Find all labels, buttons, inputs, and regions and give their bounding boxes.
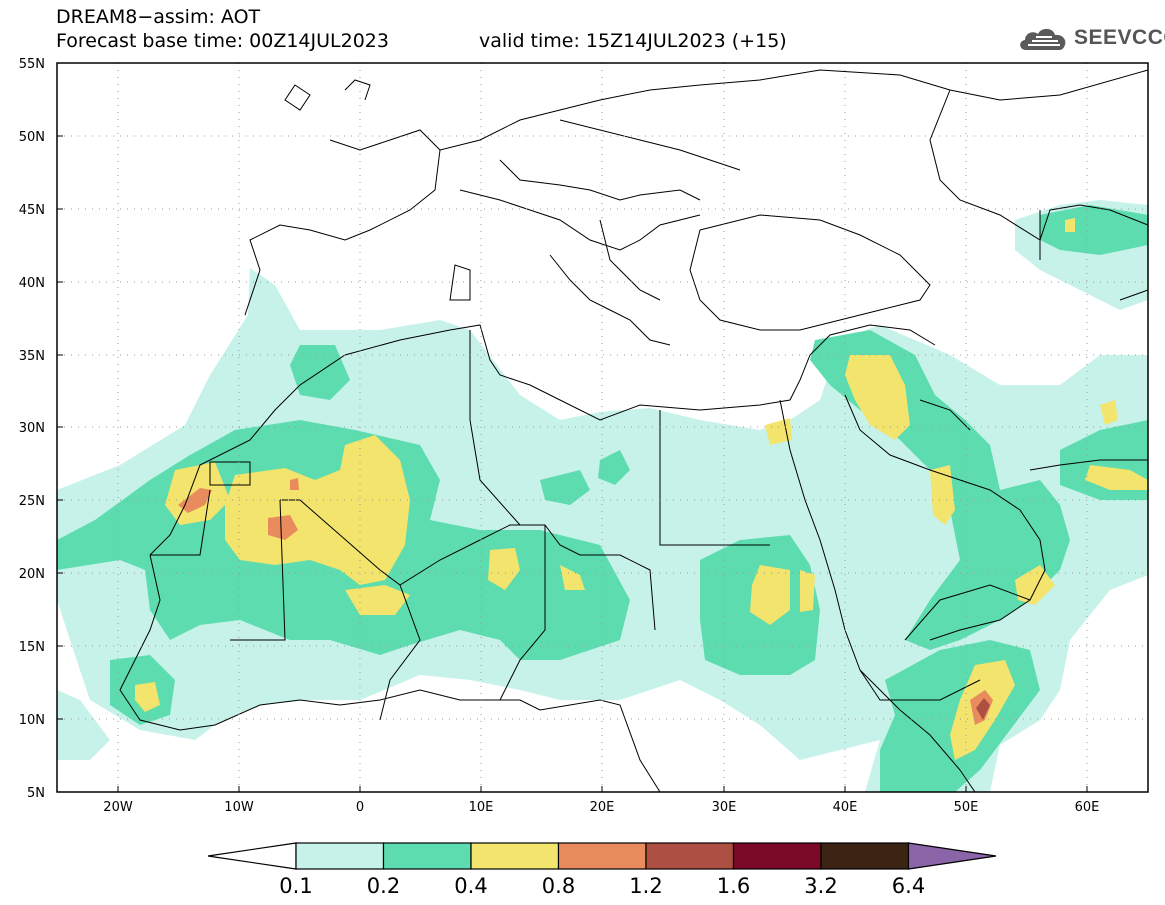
colorbar-segment — [382, 842, 472, 870]
colorbar-upper-arrow — [907, 842, 997, 870]
lon-label: 60E — [1075, 800, 1100, 815]
lon-label: 10E — [469, 800, 494, 815]
logo-text: SEEVCCC — [1074, 26, 1165, 49]
colorbar-segment — [470, 842, 560, 870]
lon-label: 20W — [103, 800, 133, 815]
longitude-labels: 20W 10W 0 10E 20E 30E 40E 50E 60E — [103, 800, 1099, 815]
tick-marks — [57, 135, 1088, 792]
lon-label: 40E — [833, 800, 858, 815]
lat-label: 20N — [19, 567, 45, 582]
colorbar-label: 0.2 — [367, 874, 400, 898]
lon-label: 50E — [954, 800, 979, 815]
colorbar-segment — [820, 842, 910, 870]
colorbar-label: 1.6 — [717, 874, 750, 898]
lon-label: 10W — [224, 800, 254, 815]
lat-label: 25N — [19, 494, 45, 509]
colorbar-label: 6.4 — [892, 874, 925, 898]
lat-label: 40N — [19, 276, 45, 291]
colorbar-labels: 0.1 0.2 0.4 0.8 1.2 1.6 3.2 6.4 — [279, 874, 925, 898]
borders — [119, 69, 1148, 792]
lat-label: 55N — [19, 57, 45, 72]
lat-label: 30N — [19, 421, 45, 436]
colorbar-lower-arrow — [207, 842, 297, 870]
valid-time: valid time: 15Z14JUL2023 (+15) — [479, 30, 787, 52]
graticule — [57, 63, 1148, 792]
aot-fields — [57, 63, 1148, 792]
base-time: Forecast base time: 00Z14JUL2023 — [56, 30, 389, 52]
lat-label: 35N — [19, 349, 45, 364]
colorbar-label: 3.2 — [804, 874, 837, 898]
aot-level-4 — [178, 478, 993, 725]
product-title: DREAM8−assim: AOT — [56, 6, 261, 28]
colorbar — [207, 842, 997, 870]
lon-label: 30E — [712, 800, 737, 815]
aot-level-5 — [976, 698, 990, 720]
seevccc-logo: SEEVCCC — [1018, 24, 1165, 54]
colorbar-segment — [732, 842, 822, 870]
lat-label: 5N — [27, 786, 45, 801]
lat-label: 50N — [19, 130, 45, 145]
lon-label: 20E — [590, 800, 615, 815]
lon-label: 0 — [356, 800, 364, 815]
lat-label: 10N — [19, 713, 45, 728]
colorbar-segment — [557, 842, 647, 870]
colorbar-segment — [645, 842, 735, 870]
colorbar-label: 1.2 — [629, 874, 662, 898]
colorbar-label: 0.1 — [279, 874, 312, 898]
lat-label: 45N — [19, 203, 45, 218]
lat-label: 15N — [19, 640, 45, 655]
latitude-labels: 55N 50N 45N 40N 35N 30N 25N 20N 15N 10N … — [19, 57, 45, 801]
forecast-times: Forecast base time: 00Z14JUL2023 valid ti… — [56, 30, 787, 52]
colorbar-segment — [295, 842, 385, 870]
cloud-icon — [1020, 28, 1066, 50]
colorbar-label: 0.8 — [542, 874, 575, 898]
colorbar-label: 0.4 — [454, 874, 487, 898]
